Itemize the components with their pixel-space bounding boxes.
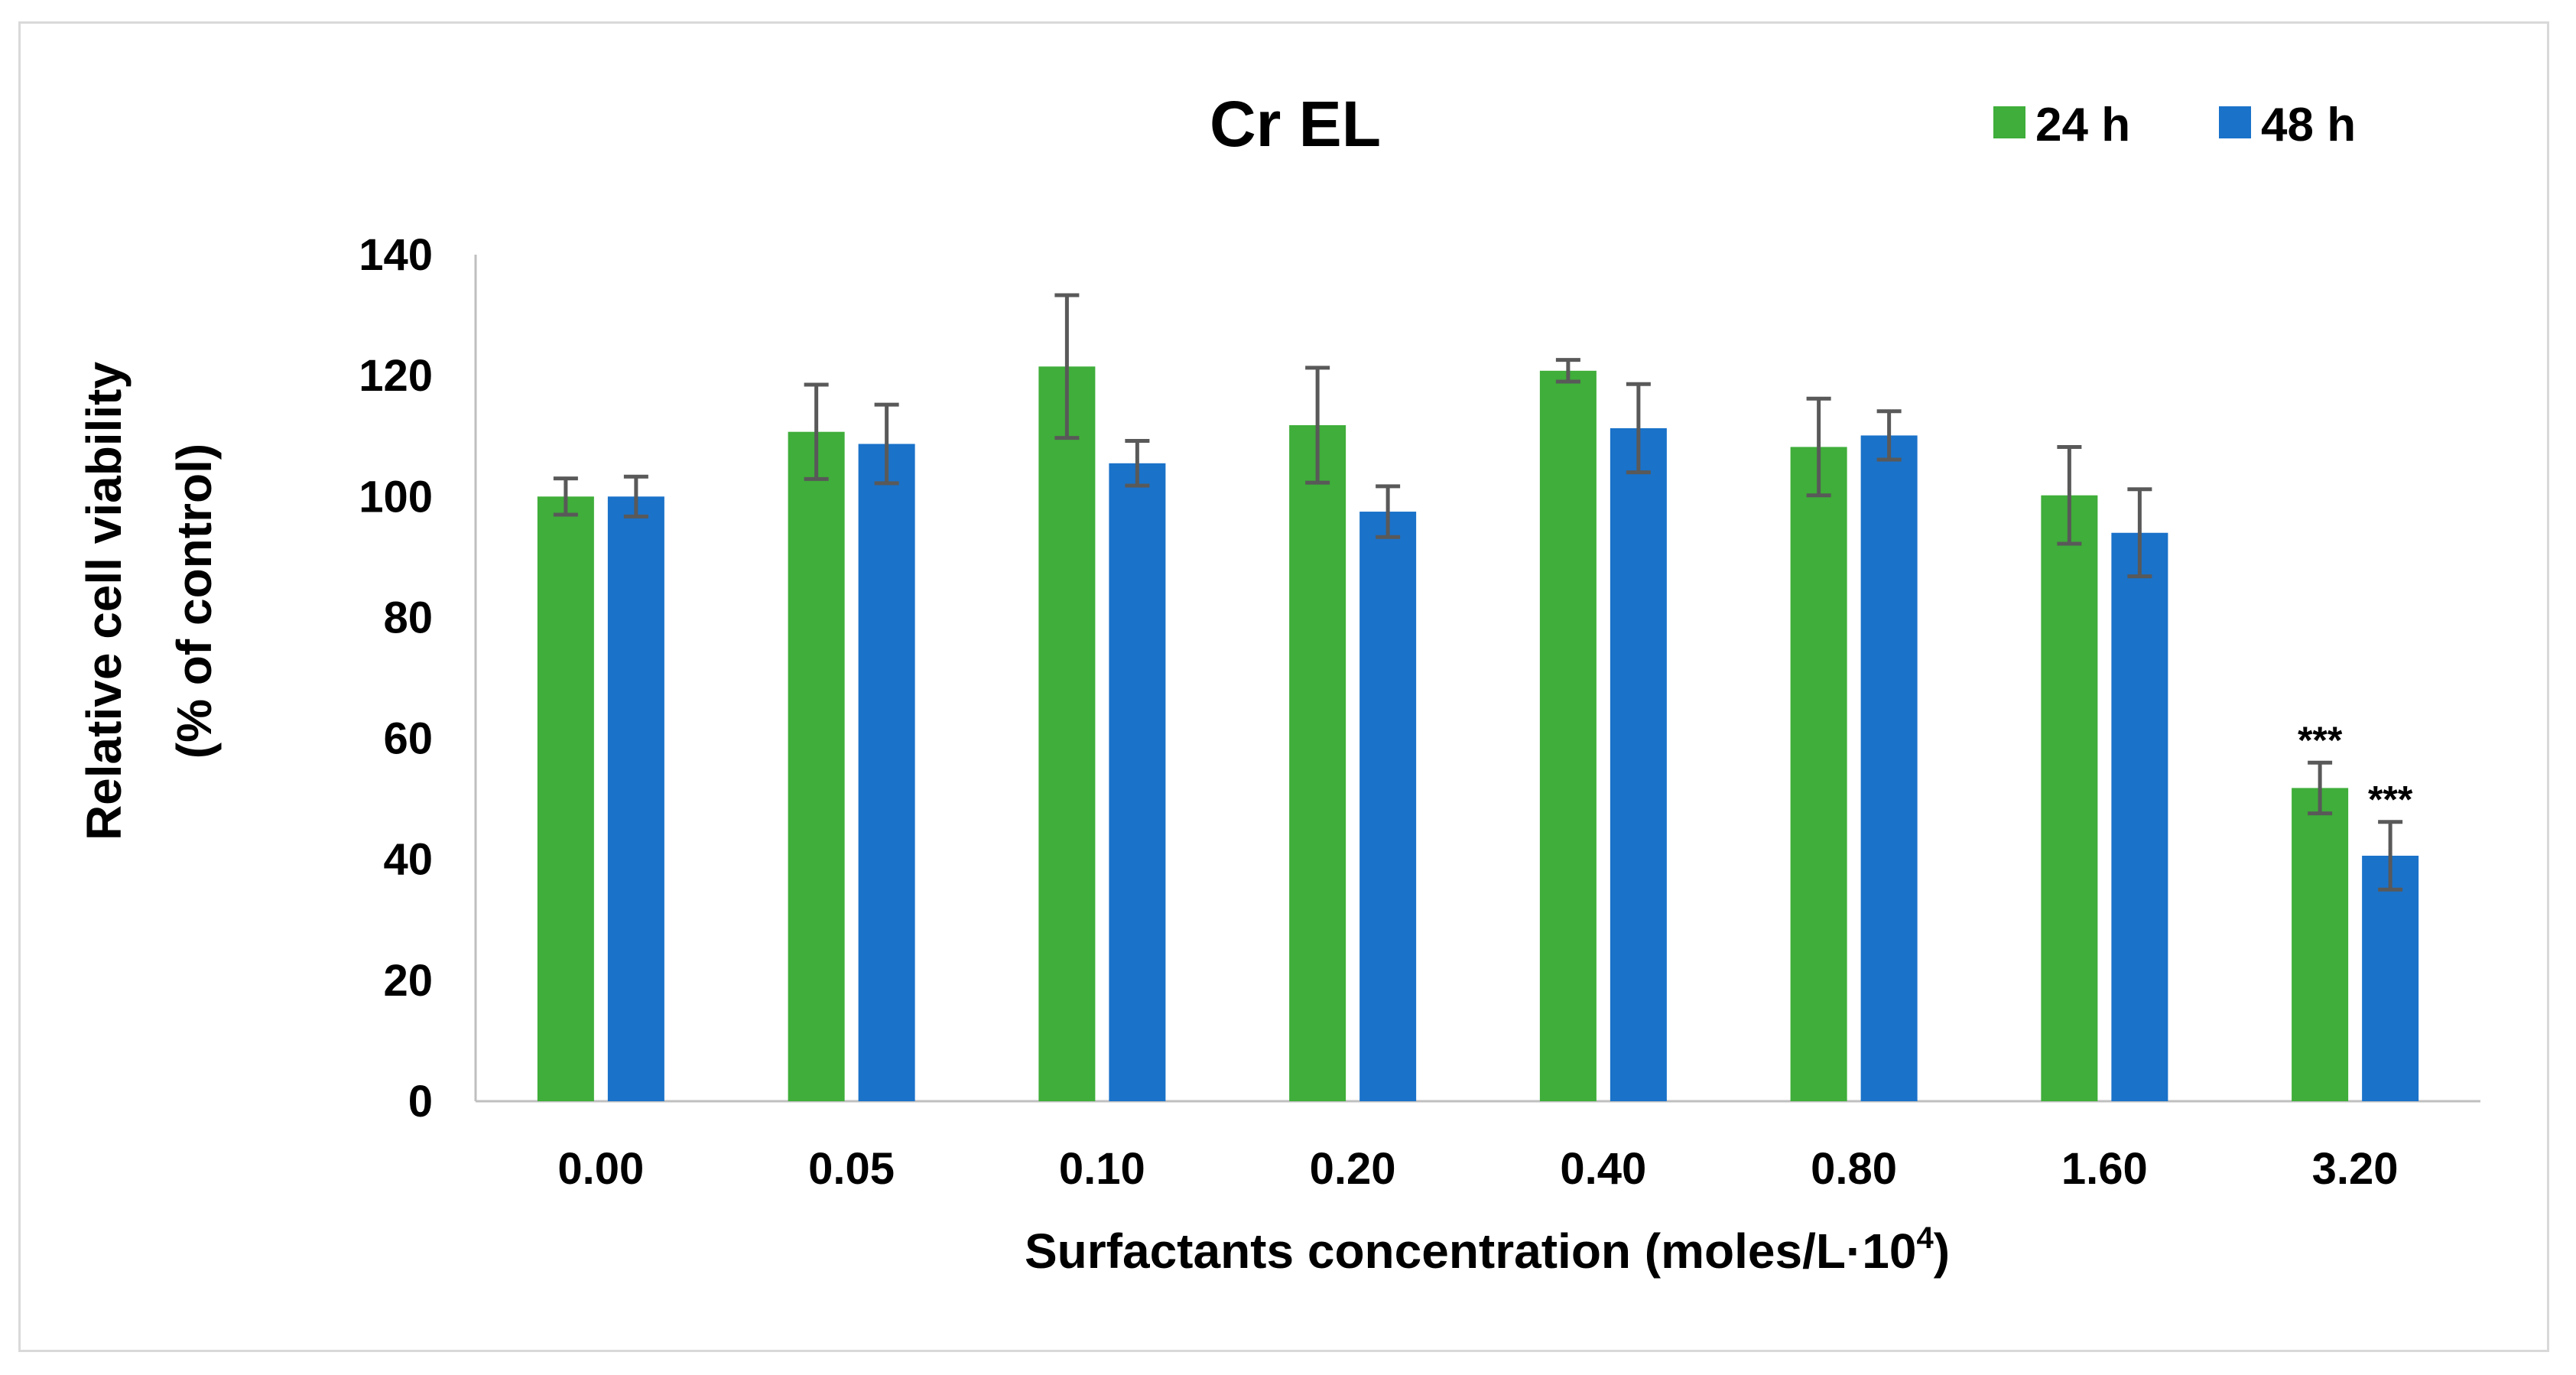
bar-48h xyxy=(858,444,915,1101)
chart-title: Cr EL xyxy=(1210,88,1381,160)
bar-48h xyxy=(2111,532,2168,1101)
x-axis-label-main: Surfactants concentration (moles/L·10 xyxy=(1025,1224,1916,1279)
bar-24h xyxy=(537,496,594,1101)
bar-24h xyxy=(1289,424,1346,1101)
y-tick-label: 20 xyxy=(383,956,433,1006)
bar-48h xyxy=(1359,512,1417,1101)
x-axis-label-superscript: 4 xyxy=(1916,1221,1934,1255)
y-tick-label: 0 xyxy=(408,1077,433,1126)
legend: 24 h 48 h xyxy=(1993,99,2356,151)
x-tick-label: 3.20 xyxy=(2312,1144,2399,1194)
bar-24h xyxy=(1539,370,1597,1101)
y-tick-label: 120 xyxy=(359,351,433,401)
x-tick-label: 0.05 xyxy=(808,1144,895,1194)
x-tick-label: 0.10 xyxy=(1059,1144,1145,1194)
x-tick-label: 0.20 xyxy=(1310,1144,1396,1194)
y-axis-label-line2: (% of control) xyxy=(167,444,222,759)
legend-swatch-24h xyxy=(1993,106,2025,138)
y-tick-label: 80 xyxy=(383,593,433,642)
legend-swatch-48h xyxy=(2219,106,2251,138)
bar-48h xyxy=(1610,427,1667,1101)
bar-48h xyxy=(1109,463,1166,1101)
bar-24h xyxy=(1038,366,1096,1102)
y-tick-label: 140 xyxy=(359,230,433,280)
bar-48h xyxy=(1860,435,1918,1101)
legend-label-48h: 48 h xyxy=(2261,99,2356,151)
y-tick-label: 40 xyxy=(383,835,433,885)
y-axis-label-line1: Relative cell viability xyxy=(76,362,132,841)
significance-label: *** xyxy=(2368,779,2413,821)
x-tick-label: 0.40 xyxy=(1560,1144,1646,1194)
y-tick-label: 100 xyxy=(359,472,433,522)
x-tick-label: 1.60 xyxy=(2061,1144,2148,1194)
significance-label: *** xyxy=(2298,719,2343,762)
x-axis-label-close: ) xyxy=(1934,1224,1950,1279)
bar-24h xyxy=(788,431,845,1101)
legend-label-24h: 24 h xyxy=(2035,99,2130,151)
bar-24h xyxy=(2041,495,2098,1101)
y-axis-label: Relative cell viability (% of control) xyxy=(76,362,222,841)
x-axis-label: Surfactants concentration (moles/L·104) xyxy=(1025,1221,1950,1279)
bar-24h xyxy=(1790,447,1847,1101)
plot-area: 0 20 40 60 80 100 120 140 0.00 0.05 0.10 0.20 0.40 0.… xyxy=(359,230,2480,1194)
x-tick-label: 0.80 xyxy=(1811,1144,1897,1194)
bar-48h xyxy=(2362,855,2419,1101)
bar-48h xyxy=(607,496,664,1101)
bar-24h xyxy=(2292,788,2349,1101)
y-tick-label: 60 xyxy=(383,714,433,764)
x-tick-label: 0.00 xyxy=(557,1144,644,1194)
